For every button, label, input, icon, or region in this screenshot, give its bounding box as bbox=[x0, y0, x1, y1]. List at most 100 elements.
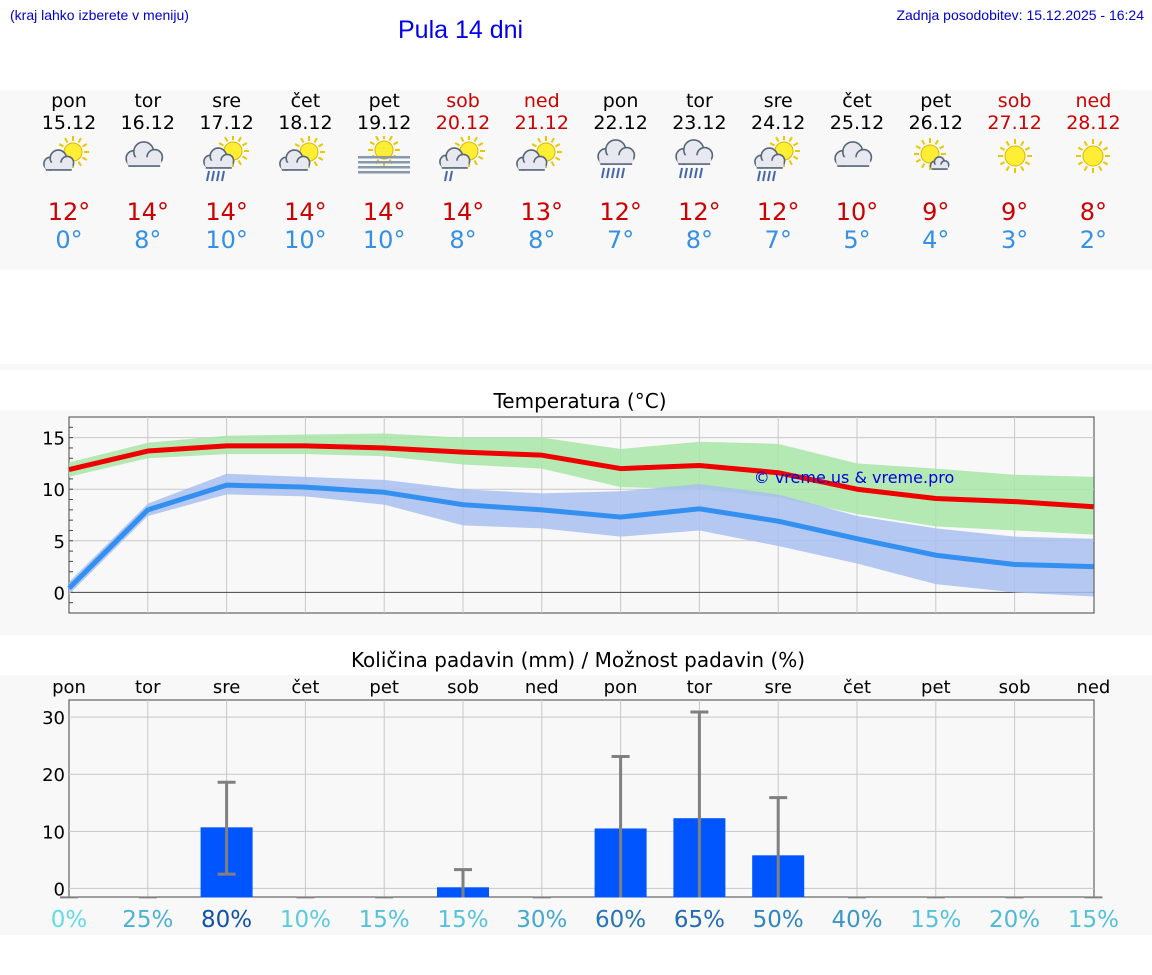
day-date: 24.12 bbox=[750, 112, 806, 134]
day-name: ned bbox=[523, 90, 560, 112]
max-temperature: 12° bbox=[47, 198, 91, 226]
max-temperature: 14° bbox=[441, 198, 485, 226]
temperature-chart-title: Temperatura (°C) bbox=[492, 389, 666, 413]
day-date: 18.12 bbox=[278, 112, 333, 134]
min-temperature: 10° bbox=[362, 226, 406, 254]
min-temperature: 8° bbox=[134, 226, 162, 254]
day-name: sre bbox=[763, 90, 793, 112]
temperature-y-tick-label: 0 bbox=[54, 583, 65, 604]
daily-forecast-band bbox=[0, 90, 1152, 270]
min-temperature: 7° bbox=[764, 226, 792, 254]
precipitation-day-label: sob bbox=[447, 677, 479, 698]
precipitation-day-label: sob bbox=[999, 677, 1031, 698]
day-date: 15.12 bbox=[41, 112, 97, 134]
min-temperature: 4° bbox=[922, 226, 950, 254]
precipitation-probability: 25% bbox=[122, 907, 173, 933]
precipitation-probability: 50% bbox=[753, 907, 804, 933]
precipitation-probability: 40% bbox=[831, 907, 882, 933]
precipitation-y-tick-label: 30 bbox=[42, 708, 65, 729]
sun-cloud-icon bbox=[515, 136, 562, 171]
min-temperature: 8° bbox=[449, 226, 477, 254]
day-name: sob bbox=[446, 90, 480, 112]
day-name: čet bbox=[842, 90, 872, 112]
hint-text: (kraj lahko izberete v meniju) bbox=[10, 7, 189, 23]
temperature-y-tick-label: 10 bbox=[42, 480, 65, 501]
precipitation-probability: 10% bbox=[280, 907, 331, 933]
cloud-icon bbox=[834, 141, 873, 167]
day-name: sre bbox=[212, 90, 242, 112]
precipitation-probability: 0% bbox=[51, 907, 88, 933]
precipitation-y-tick-label: 10 bbox=[42, 822, 65, 843]
cloud-icon bbox=[125, 141, 163, 167]
precipitation-probability: 60% bbox=[595, 907, 646, 933]
max-temperature: 14° bbox=[126, 198, 170, 226]
min-temperature-line bbox=[67, 482, 1094, 591]
precipitation-day-label: pet bbox=[369, 677, 399, 698]
day-date: 19.12 bbox=[356, 112, 412, 134]
sun-fog-icon bbox=[358, 136, 411, 174]
precipitation-chart: Količina padavin (mm) / Možnost padavin … bbox=[42, 648, 1119, 933]
max-temperature: 12° bbox=[599, 198, 642, 226]
day-date: 17.12 bbox=[199, 112, 254, 134]
max-temperature-line bbox=[68, 443, 1094, 510]
max-temperature: 8° bbox=[1079, 198, 1108, 226]
max-temperature: 10° bbox=[835, 198, 879, 226]
day-date: 22.12 bbox=[593, 112, 648, 134]
precipitation-probability: 15% bbox=[359, 907, 410, 933]
precipitation-probability: 15% bbox=[910, 907, 961, 933]
last-updated: Zadnja posodobitev: 15.12.2025 - 16:24 bbox=[896, 7, 1144, 23]
precipitation-probability: 15% bbox=[437, 907, 488, 933]
cloud-rain-icon bbox=[675, 139, 714, 179]
precipitation-probability: 30% bbox=[516, 907, 567, 933]
min-temperature: 10° bbox=[205, 226, 248, 254]
max-temperature: 12° bbox=[678, 198, 721, 226]
precipitation-day-label: tor bbox=[135, 677, 161, 698]
day-name: pon bbox=[51, 90, 87, 112]
precipitation-day-label: čet bbox=[843, 677, 871, 698]
min-temperature: 2° bbox=[1079, 226, 1108, 254]
min-temperature: 3° bbox=[1000, 226, 1029, 254]
day-name: pet bbox=[368, 90, 400, 112]
min-temperature: 8° bbox=[685, 226, 714, 254]
day-name: sob bbox=[997, 90, 1032, 112]
day-date: 21.12 bbox=[514, 112, 569, 134]
temperature-chart: Temperatura (°C) 0 5 10 15 © vreme.us & vreme… bbox=[42, 389, 1095, 614]
sun-cloud-icon bbox=[279, 136, 326, 171]
precipitation-day-label: pet bbox=[921, 677, 951, 698]
precipitation-y-tick-label: 0 bbox=[54, 879, 65, 900]
day-name: pon bbox=[602, 90, 639, 112]
cloud-rain-icon bbox=[596, 139, 635, 179]
min-temperature: 8° bbox=[528, 226, 556, 254]
precipitation-day-label: ned bbox=[525, 677, 559, 698]
watermark: © vreme.us & vreme.pro bbox=[754, 468, 955, 487]
precipitation-probability: 80% bbox=[201, 907, 252, 933]
max-temperature-band bbox=[69, 433, 1094, 535]
page-title: Pula 14 dni bbox=[398, 16, 524, 44]
day-date: 16.12 bbox=[120, 112, 175, 134]
day-name: čet bbox=[290, 90, 321, 112]
temperature-y-tick-label: 5 bbox=[54, 532, 65, 553]
max-temperature: 13° bbox=[520, 198, 564, 226]
max-temperature: 9° bbox=[922, 198, 950, 226]
day-date: 23.12 bbox=[672, 112, 727, 134]
temperature-y-tick-label: 15 bbox=[42, 429, 65, 450]
precipitation-day-label: pon bbox=[52, 677, 86, 698]
day-date: 25.12 bbox=[829, 112, 885, 134]
sun-cloud-icon bbox=[43, 136, 89, 171]
precipitation-day-label: čet bbox=[291, 677, 319, 698]
sun-cloud-rain-icon bbox=[754, 136, 801, 182]
precipitation-probability: 65% bbox=[674, 907, 725, 933]
min-temperature: 5° bbox=[843, 226, 871, 254]
max-temperature: 14° bbox=[284, 198, 327, 226]
precipitation-probability: 20% bbox=[989, 907, 1040, 933]
precipitation-day-label: tor bbox=[687, 677, 713, 698]
precipitation-day-label: sre bbox=[764, 677, 791, 698]
sun-icon bbox=[997, 139, 1032, 173]
precipitation-chart-title: Količina padavin (mm) / Možnost padavin … bbox=[351, 648, 805, 672]
day-name: pet bbox=[920, 90, 952, 112]
day-date: 28.12 bbox=[1066, 112, 1121, 134]
precipitation-day-label: ned bbox=[1076, 677, 1110, 698]
max-temperature: 12° bbox=[756, 198, 800, 226]
day-name: tor bbox=[134, 90, 162, 112]
max-temperature: 9° bbox=[1000, 198, 1029, 226]
